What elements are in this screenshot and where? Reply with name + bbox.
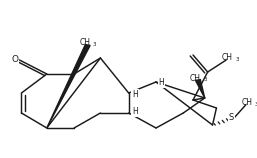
Text: CH: CH (80, 38, 91, 47)
Text: O: O (12, 55, 19, 64)
Text: 3: 3 (255, 102, 257, 106)
Text: 3: 3 (93, 42, 97, 47)
Polygon shape (196, 80, 205, 98)
Text: CH: CH (241, 98, 252, 107)
Text: H: H (132, 107, 138, 116)
Text: H: H (132, 90, 138, 99)
Text: CH: CH (190, 74, 201, 83)
Text: S: S (229, 113, 234, 122)
Text: 3: 3 (235, 57, 239, 62)
Text: 3: 3 (203, 77, 207, 82)
Text: CH: CH (222, 53, 233, 62)
Text: H: H (159, 78, 164, 87)
Polygon shape (47, 45, 90, 128)
